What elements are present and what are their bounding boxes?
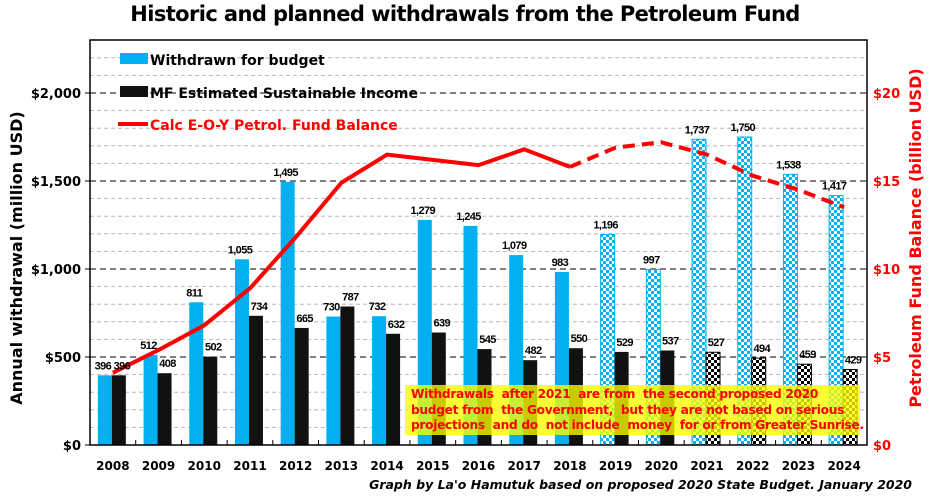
bar-withdrawn-2012 [280, 181, 295, 445]
data-label-withdrawn-2011: 1,055 [228, 244, 253, 256]
legend: Withdrawn for budget MF Estimated Sustai… [118, 53, 418, 134]
y-tick-label: $500 [45, 351, 81, 366]
x-tick-label: 2012 [279, 459, 312, 473]
data-label-sustainable-income-2018: 550 [571, 333, 588, 345]
chart-title: Historic and planned withdrawals from th… [130, 2, 800, 26]
x-tick-label: 2009 [142, 459, 175, 473]
axes: $0 $500 $1,000 $1,500 $2,000 $0 $5 $10 $15 $20 200… [31, 87, 900, 473]
data-label-sustainable-income-2024: 429 [845, 354, 862, 366]
data-label-withdrawn-2013: 730 [323, 302, 340, 314]
data-label-sustainable-income-2009: 408 [159, 358, 176, 370]
data-label-sustainable-income-2022: 494 [753, 343, 771, 355]
data-label-withdrawn-2017: 1,079 [502, 240, 527, 252]
x-tick-label: 2016 [462, 459, 495, 473]
x-tick-label: 2024 [827, 459, 860, 473]
x-tick-label: 2018 [553, 459, 586, 473]
data-label-sustainable-income-2013: 787 [342, 291, 359, 303]
bar-sustainable-income-2014 [386, 333, 401, 445]
data-label-sustainable-income-2021: 527 [708, 337, 725, 349]
y-tick-label: $1,000 [31, 263, 81, 278]
bar-withdrawn-2013 [326, 316, 341, 445]
legend-swatch-sustainable-income [120, 86, 148, 97]
data-label-sustainable-income-2010: 502 [205, 342, 222, 354]
bar-sustainable-income-2012 [294, 327, 309, 445]
y2-tick-label: $20 [873, 87, 900, 102]
bar-withdrawn-2009 [143, 354, 158, 445]
data-label-withdrawn-2015: 1,279 [411, 205, 436, 217]
y-tick-label: $2,000 [31, 87, 81, 102]
x-tick-label: 2013 [325, 459, 358, 473]
bar-withdrawn-2010 [189, 302, 204, 445]
bar-sustainable-income-2009 [157, 373, 172, 445]
y-axis-left-label: Annual withdrawal (million USD) [7, 111, 26, 404]
data-label-sustainable-income-2011: 734 [251, 301, 269, 313]
y-tick-label: $0 [63, 439, 81, 454]
x-tick-label: 2022 [736, 459, 769, 473]
bar-withdrawn-2014 [372, 316, 387, 445]
data-label-withdrawn-2010: 811 [186, 287, 202, 299]
data-label-withdrawn-2012: 1,495 [273, 167, 298, 179]
legend-swatch-withdrawn [120, 53, 148, 64]
data-label-withdrawn-2008: 396 [95, 360, 112, 372]
y2-tick-label: $10 [873, 263, 900, 278]
x-tick-label: 2020 [645, 459, 678, 473]
x-tick-label: 2021 [690, 459, 723, 473]
annotation-note: Withdrawals after 2021 are from the seco… [405, 385, 864, 435]
legend-label-sustainable-income: MF Estimated Sustainable Income [150, 86, 418, 102]
bar-sustainable-income-2010 [203, 356, 218, 445]
data-label-withdrawn-2016: 1,245 [456, 211, 481, 223]
data-label-sustainable-income-2016: 545 [479, 334, 496, 346]
data-label-withdrawn-2019: 1,196 [593, 220, 618, 232]
data-label-withdrawn-2021: 1,737 [685, 124, 710, 136]
balance-line-projected [569, 140, 845, 210]
data-label-withdrawn-2018: 983 [552, 257, 569, 269]
legend-label-fund-balance: Calc E-O-Y Petrol. Fund Balance [150, 118, 398, 134]
x-tick-label: 2023 [782, 459, 815, 473]
bar-sustainable-income-2013 [340, 306, 355, 445]
x-tick-label: 2017 [508, 459, 541, 473]
data-label-sustainable-income-2017: 482 [525, 345, 542, 357]
data-label-sustainable-income-2020: 537 [662, 335, 679, 347]
plot-area-border [89, 39, 868, 446]
x-tick-label: 2014 [370, 459, 403, 473]
data-label-sustainable-income-2012: 665 [296, 313, 313, 325]
y-axis-right-label: Petroleum Fund Balance (billion USD) [906, 68, 925, 407]
data-label-withdrawn-2023: 1,538 [776, 159, 801, 171]
data-label-withdrawn-2024: 1,417 [822, 181, 847, 193]
legend-label-withdrawn: Withdrawn for budget [150, 53, 325, 69]
x-tick-label: 2019 [599, 459, 632, 473]
data-label-withdrawn-2009: 512 [140, 340, 157, 352]
y2-tick-label: $15 [873, 175, 900, 190]
bar-withdrawn-2011 [234, 259, 249, 445]
balance-line [111, 140, 845, 375]
data-label-sustainable-income-2008: 396 [114, 360, 131, 372]
bar-sustainable-income-2008 [111, 375, 126, 445]
x-tick-label: 2010 [188, 459, 221, 473]
data-label-withdrawn-2022: 1,750 [730, 122, 755, 134]
source-credit: Graph by La'o Hamutuk based on proposed … [369, 477, 912, 492]
data-label-withdrawn-2014: 732 [369, 301, 386, 313]
y-tick-label: $1,500 [31, 175, 81, 190]
y2-tick-label: $0 [873, 439, 891, 454]
x-tick-label: 2008 [96, 459, 129, 473]
x-tick-label: 2015 [416, 459, 449, 473]
y2-tick-label: $5 [873, 351, 891, 366]
data-label-sustainable-income-2014: 632 [388, 319, 405, 331]
data-label-sustainable-income-2023: 459 [799, 349, 816, 361]
data-label-sustainable-income-2015: 639 [434, 318, 451, 330]
data-label-withdrawn-2020: 997 [643, 255, 660, 267]
bar-withdrawn-2008 [97, 375, 112, 445]
data-label-sustainable-income-2019: 529 [616, 337, 633, 349]
bar-sustainable-income-2011 [248, 315, 263, 445]
x-tick-label: 2011 [233, 459, 266, 473]
